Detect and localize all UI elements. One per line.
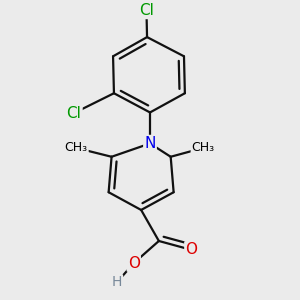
Text: H: H [112, 275, 122, 290]
Text: Cl: Cl [139, 3, 154, 18]
Text: N: N [144, 136, 156, 151]
Text: O: O [128, 256, 140, 271]
Text: CH₃: CH₃ [64, 141, 88, 154]
Text: CH₃: CH₃ [192, 141, 215, 154]
Text: Cl: Cl [67, 106, 82, 121]
Text: O: O [185, 242, 197, 257]
